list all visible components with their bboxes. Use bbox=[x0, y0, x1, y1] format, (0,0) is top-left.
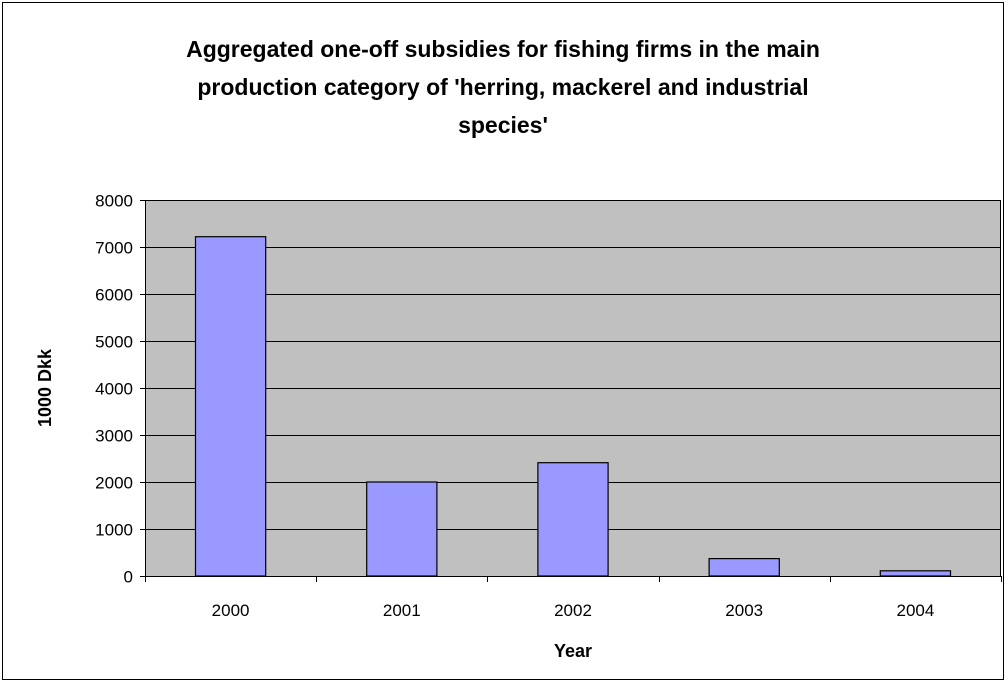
y-tick-label-2000: 2000 bbox=[95, 474, 133, 493]
chart-title-line-3: species' bbox=[458, 112, 548, 138]
x-tick-labels: 2000 2001 2002 2003 2004 bbox=[212, 601, 935, 620]
y-axis-title: 1000 Dkk bbox=[35, 348, 55, 427]
x-tick-label-2001: 2001 bbox=[383, 601, 421, 620]
gridlines bbox=[145, 200, 1001, 530]
bar-2004 bbox=[879, 570, 952, 577]
bar-2003 bbox=[708, 557, 780, 577]
bar-2002 bbox=[537, 462, 609, 577]
bars bbox=[194, 236, 952, 577]
bar-2000 bbox=[194, 236, 267, 577]
y-tick-label-1000: 1000 bbox=[95, 521, 133, 540]
y-tick-label-5000: 5000 bbox=[95, 333, 133, 352]
chart-title-line-1: Aggregated one-off subsidies for fishing… bbox=[186, 36, 820, 62]
chart-title-line-2: production category of 'herring, mackere… bbox=[197, 74, 808, 100]
y-tick-label-3000: 3000 bbox=[95, 427, 133, 446]
y-tick-label-6000: 6000 bbox=[95, 286, 133, 305]
y-tick-label-7000: 7000 bbox=[95, 239, 133, 258]
y-tick-label-0: 0 bbox=[124, 568, 133, 587]
y-tick-label-8000: 8000 bbox=[95, 192, 133, 211]
y-tick-labels: 0 1000 2000 3000 4000 5000 6000 7000 8000 bbox=[95, 192, 133, 587]
x-axis-title: Year bbox=[554, 641, 592, 661]
x-tick-label-2004: 2004 bbox=[896, 601, 934, 620]
axes bbox=[140, 200, 1002, 582]
x-tick-label-2000: 2000 bbox=[212, 601, 250, 620]
y-tick-label-4000: 4000 bbox=[95, 380, 133, 399]
x-tick-label-2003: 2003 bbox=[725, 601, 763, 620]
bar-2001 bbox=[366, 481, 438, 577]
x-tick-label-2002: 2002 bbox=[554, 601, 592, 620]
